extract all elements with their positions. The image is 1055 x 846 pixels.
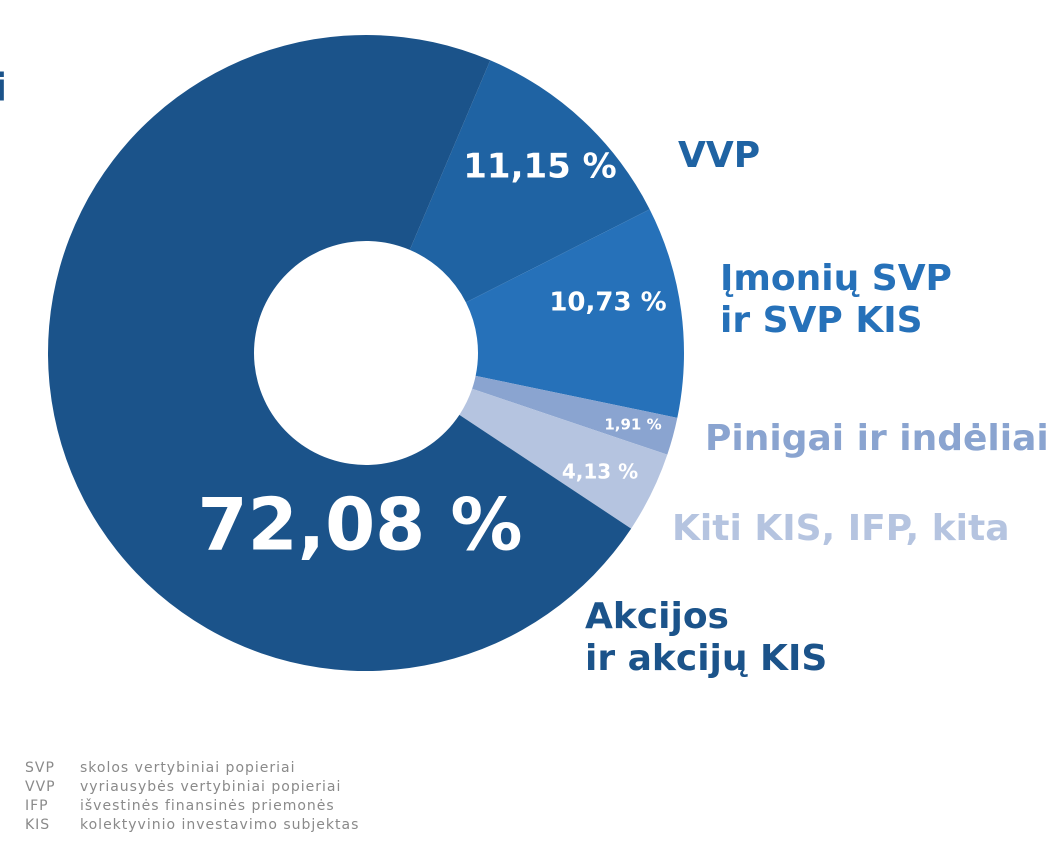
value-label: 4,13 % (562, 460, 638, 484)
category-label: VVP (678, 135, 760, 176)
slice (459, 388, 668, 529)
category-label: ir akcijų KIS (585, 638, 827, 679)
value-label: 1,91 % (604, 416, 661, 434)
value-label: 11,15 % (463, 147, 616, 187)
slice (465, 209, 684, 418)
slice (409, 60, 650, 303)
value-label: 10,73 % (549, 288, 666, 318)
slice (47, 34, 632, 671)
glossary-def: išvestinės finansinės priemonės (80, 798, 335, 814)
glossary-abbr: VVP (25, 779, 56, 795)
category-label: Pinigai ir indėliai (705, 418, 1049, 459)
glossary-def: skolos vertybiniai popieriai (80, 760, 296, 776)
glossary-def: kolektyvinio investavimo subjektas (80, 817, 359, 833)
category-label: Kiti KIS, IFP, kita (672, 508, 1010, 549)
category-label: Akcijos (585, 596, 729, 637)
chart-title: i (0, 66, 7, 110)
glossary-abbr: KIS (25, 817, 50, 833)
value-label: 72,08 % (198, 483, 523, 567)
slice (472, 375, 678, 455)
glossary-abbr: SVP (25, 760, 55, 776)
glossary-def: vyriausybės vertybiniai popieriai (80, 779, 341, 795)
category-label: Įmonių SVP (720, 258, 952, 299)
glossary-abbr: IFP (25, 798, 49, 814)
category-label: ir SVP KIS (720, 300, 923, 341)
